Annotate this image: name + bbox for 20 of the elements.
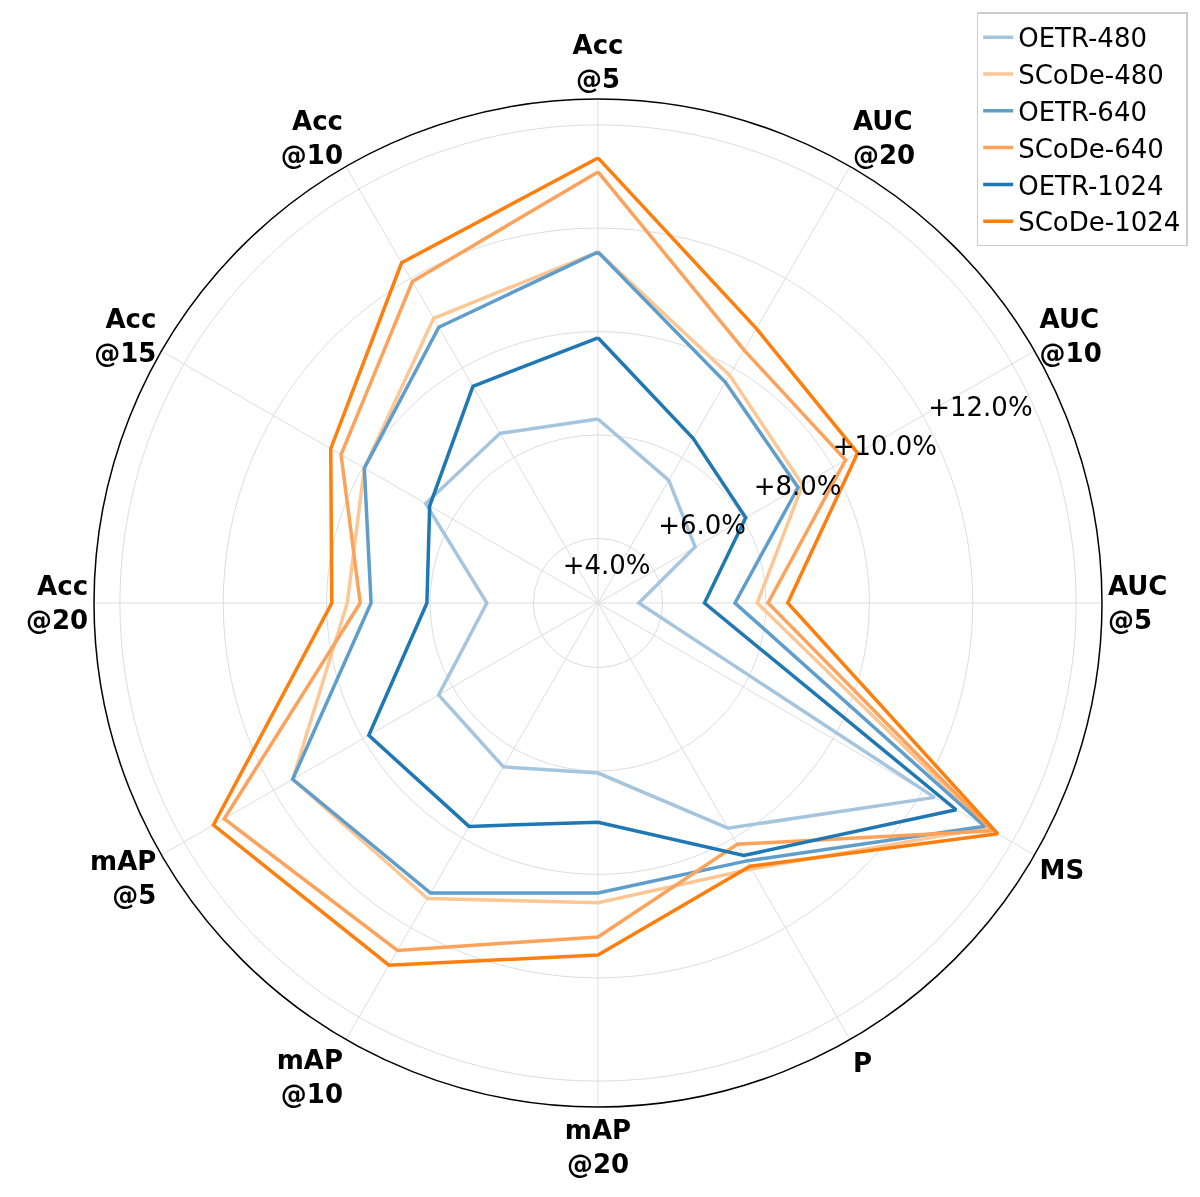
- spoke-label: P: [852, 1047, 873, 1078]
- spoke-label: AUC @10: [1039, 303, 1102, 368]
- spoke-label: MS: [1039, 854, 1085, 885]
- legend-label: SCoDe-1024: [1018, 207, 1181, 238]
- y-tick-label: +4.0%: [562, 549, 651, 580]
- spoke-label: mAP @20: [564, 1114, 632, 1179]
- y-tick-label: +12.0%: [928, 391, 1033, 422]
- spoke-label: Acc @5: [572, 30, 624, 94]
- spoke-label: Acc @10: [280, 105, 344, 170]
- spoke-label: mAP @5: [90, 846, 157, 911]
- spoke-label: Acc @15: [94, 303, 157, 368]
- legend-label: SCoDe-480: [1018, 60, 1164, 91]
- legend-label: OETR-1024: [1018, 170, 1164, 201]
- spoke-label: mAP @10: [276, 1045, 344, 1110]
- spoke-label: AUC @20: [852, 105, 916, 170]
- legend-label: OETR-480: [1018, 23, 1147, 54]
- legend-label: OETR-640: [1018, 96, 1147, 127]
- spoke-label: Acc @20: [25, 571, 89, 635]
- legend-label: SCoDe-640: [1018, 133, 1164, 164]
- spoke-label: AUC @5: [1107, 571, 1168, 635]
